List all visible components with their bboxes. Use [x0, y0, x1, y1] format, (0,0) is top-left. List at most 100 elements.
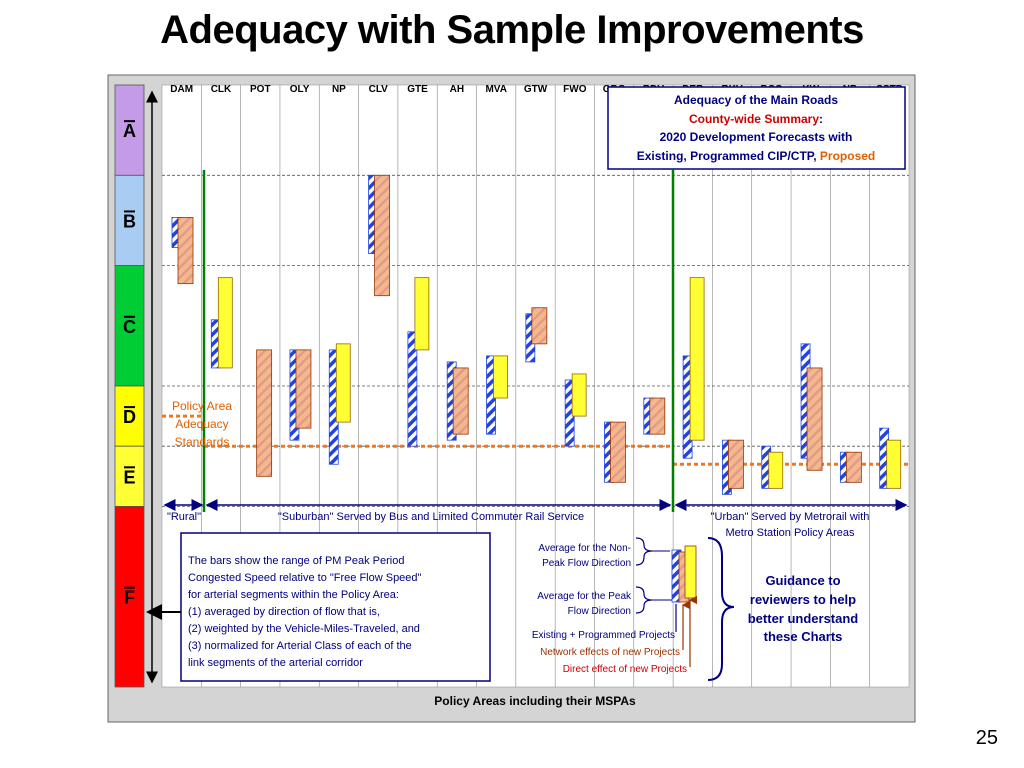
grade-band-f	[114, 505, 145, 688]
page-number: 25	[975, 727, 998, 749]
bar-group-fwo	[564, 373, 587, 447]
slide-title: Adequacy with Sample Improvements	[160, 8, 864, 52]
grade-band-d	[114, 385, 145, 447]
bar-existing	[407, 331, 418, 447]
grade-bands: A B C D E F	[114, 84, 145, 688]
bar-group-der	[682, 277, 705, 459]
bar-group-dam	[171, 217, 194, 285]
network-effects-label: Network effects of new Projects	[540, 647, 680, 658]
legend-line2: County-wide Summary:	[689, 112, 823, 126]
bar-group-kw	[800, 343, 823, 471]
bar-network-effect	[295, 349, 312, 429]
standards-label-3: Standards	[175, 435, 230, 449]
explanation-line: for arterial segments within the Policy …	[188, 589, 399, 601]
nonpeak-label-2: Peak Flow Direction	[542, 558, 631, 569]
bar-network-effect	[806, 367, 823, 471]
explanation-line: The bars show the range of PM Peak Perio…	[188, 555, 404, 567]
bar-group-rdv	[643, 397, 666, 435]
bar-improved	[768, 451, 784, 489]
bar-group-nb	[839, 451, 862, 483]
grade-band-a	[114, 84, 145, 176]
suburban-label: "Suburban" Served by Bus and Limited Com…	[278, 511, 584, 523]
bar-improved	[689, 277, 705, 441]
bar-group-clk	[210, 277, 233, 369]
legend-line4: Existing, Programmed CIP/CTP, Proposed	[637, 149, 876, 163]
grade-band-c	[114, 265, 145, 387]
legend-line1: Adequacy of the Main Roads	[674, 93, 838, 107]
bar-network-effect	[177, 217, 194, 285]
guidance-line-1: Guidance to	[765, 573, 840, 588]
bar-group-gbg	[604, 421, 626, 483]
explanation-line: (3) normalized for Arterial Class of eac…	[188, 640, 412, 652]
bar-network-effect	[728, 439, 744, 489]
bar-group-gtw	[525, 307, 548, 363]
bars	[171, 174, 902, 495]
nonpeak-label-1: Average for the Non-	[538, 543, 631, 554]
bar-network-effect	[649, 397, 666, 435]
bar-network-effect	[452, 367, 469, 435]
grade-label-d: D	[123, 407, 136, 427]
bar-group-np	[328, 343, 351, 465]
bar-improved	[217, 277, 233, 369]
guidance-line-3: better understand	[748, 611, 859, 626]
bar-improved	[414, 277, 430, 351]
explanation-line: Congested Speed relative to "Free Flow S…	[188, 572, 422, 584]
area-label-mva: MVA	[485, 84, 506, 95]
bar-group-bcc	[761, 445, 784, 489]
area-label-np: NP	[332, 84, 346, 95]
legend-line3: 2020 Development Forecasts with	[660, 130, 853, 144]
bar-network-effect	[531, 307, 548, 345]
bar-network-effect	[610, 421, 626, 483]
legend-box	[607, 86, 906, 170]
bar-network-effect	[256, 349, 273, 477]
explanation-line: link segments of the arterial corridor	[188, 657, 363, 669]
peak-label-1: Average for the Peak	[537, 591, 632, 602]
explanation-text: The bars show the range of PM Peak Perio…	[188, 555, 422, 669]
urban-label-1: "Urban" Served by Metrorail with	[711, 511, 870, 523]
bar-group-clv	[368, 174, 390, 297]
bar-improved	[493, 355, 508, 399]
area-label-dam: DAM	[170, 84, 193, 95]
peak-label-2: Flow Direction	[568, 606, 631, 617]
explanation-line: (1) averaged by direction of flow that i…	[188, 606, 380, 618]
area-label-ah: AH	[450, 84, 464, 95]
bar-group-rkv	[722, 439, 744, 495]
guidance-brace	[707, 537, 735, 681]
rural-label: "Rural"	[167, 511, 201, 523]
guidance-line-2: reviewers to help	[750, 592, 856, 607]
grade-band-b	[114, 174, 145, 267]
bar-network-effect	[845, 451, 862, 483]
grade-band-e	[114, 445, 145, 507]
area-label-clk: CLK	[211, 84, 232, 95]
bar-group-sstp	[879, 427, 902, 489]
area-label-gtw: GTW	[524, 84, 548, 95]
direct-effect-label: Direct effect of new Projects	[563, 664, 687, 675]
standards-label-1: Policy Area	[172, 399, 232, 413]
area-label-fwo: FWO	[563, 84, 587, 95]
existing-programmed-label: Existing + Programmed Projects	[532, 630, 675, 641]
area-label-oly: OLY	[290, 84, 310, 95]
area-label-pot: POT	[250, 84, 271, 95]
standards-label-2: Adequacy	[175, 417, 228, 431]
grade-label-b: B	[123, 211, 136, 231]
explanation-box	[180, 532, 491, 682]
bar-improved	[335, 343, 351, 423]
bar-improved	[886, 439, 902, 489]
bar-group-ah	[446, 361, 469, 441]
bar-group-oly	[289, 349, 312, 441]
bar-improved	[571, 373, 587, 417]
urban-label-2: Metro Station Policy Areas	[725, 527, 855, 539]
grade-label-a: A	[123, 121, 136, 141]
area-label-gte: GTE	[407, 84, 428, 95]
area-label-clv: CLV	[369, 84, 389, 95]
x-axis-label: Policy Areas including their MSPAs	[434, 694, 636, 708]
grade-label-c: C	[123, 317, 136, 337]
grade-label-e: E	[123, 467, 135, 487]
guidance-line-4: these Charts	[764, 629, 843, 644]
bar-network-effect	[374, 174, 390, 297]
bar-group-pot	[256, 349, 273, 477]
sample-bar-improved	[684, 545, 697, 599]
standard-lines	[162, 414, 909, 466]
bar-group-mva	[486, 355, 508, 435]
